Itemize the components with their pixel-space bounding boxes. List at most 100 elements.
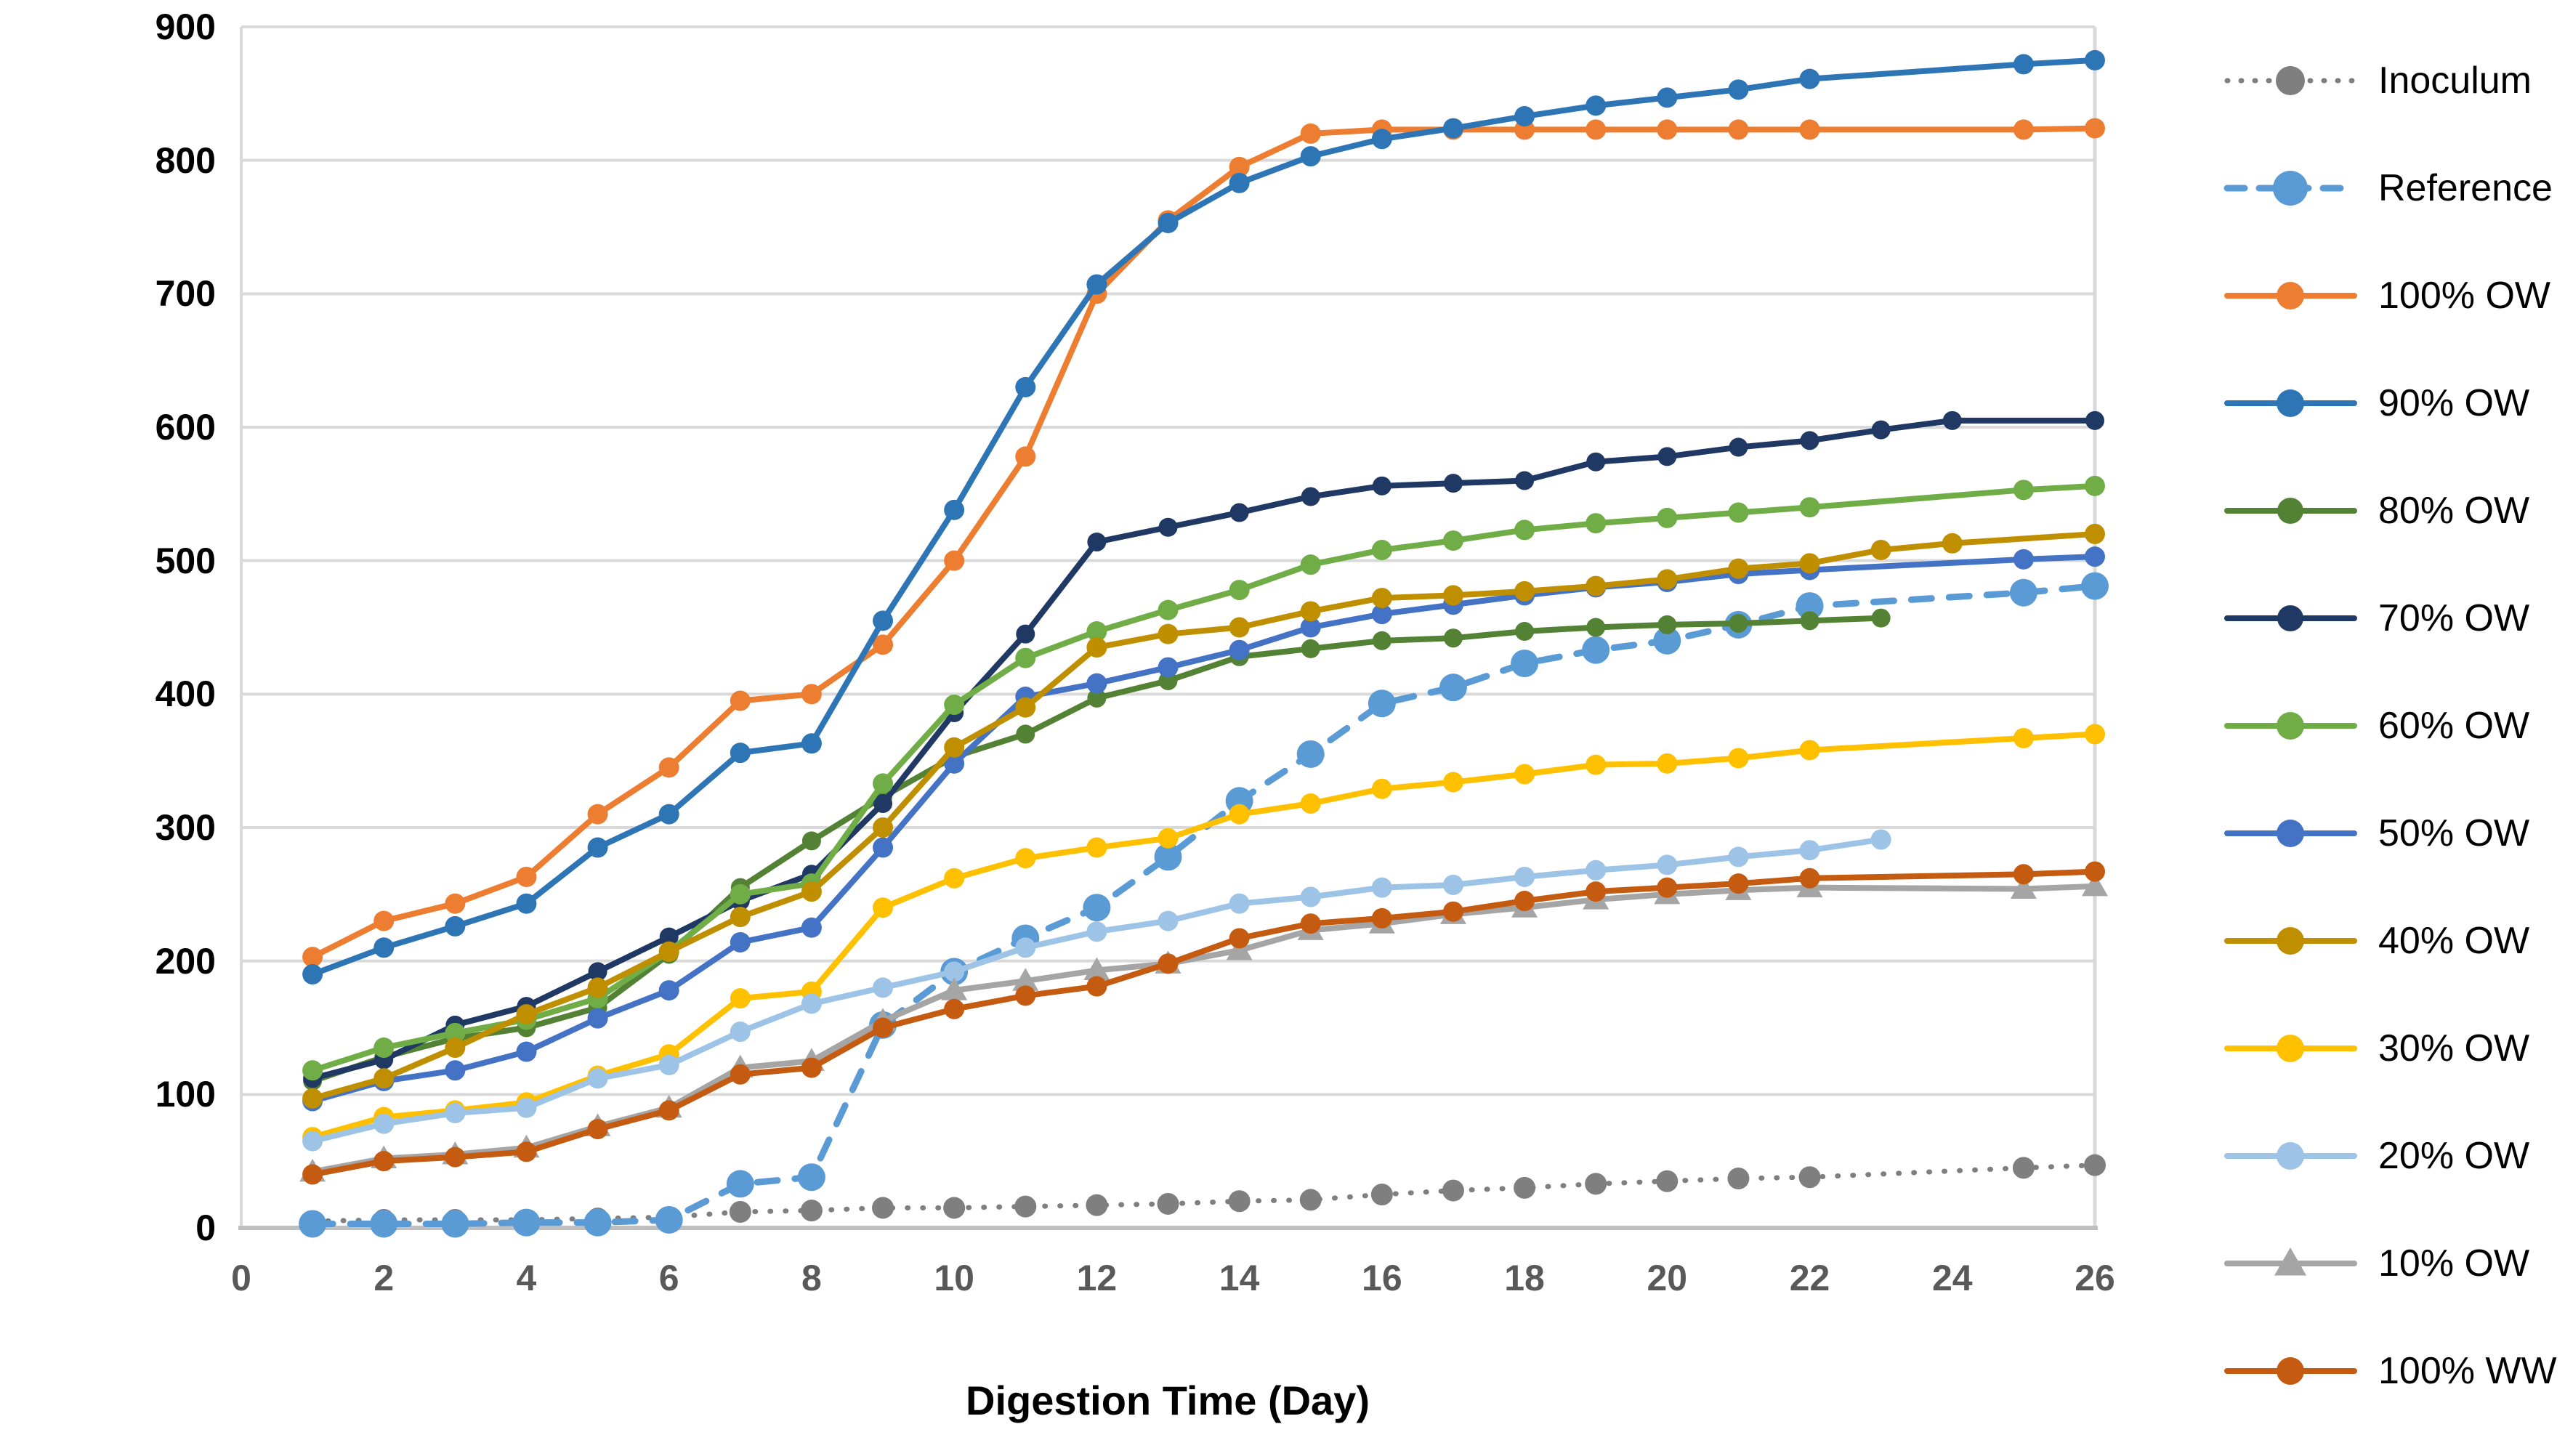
y-tick-label: 500 [155, 540, 216, 581]
legend-item-inoculum: Inoculum [2223, 59, 2532, 102]
series-marker [1799, 68, 1820, 89]
series-marker [1442, 585, 1463, 606]
series-marker [1442, 118, 1463, 139]
series-marker [2085, 861, 2105, 882]
series-marker [1728, 558, 1749, 579]
series-marker [941, 977, 968, 1000]
series-marker [1799, 497, 1820, 518]
series-line-90-ow [310, 57, 2098, 978]
series-marker [445, 1060, 466, 1081]
series-marker [1586, 513, 1607, 534]
series-marker [1653, 626, 1681, 655]
series-marker [1442, 530, 1463, 551]
series-marker [1015, 848, 1036, 869]
x-tick-label: 0 [231, 1258, 251, 1298]
series-marker [872, 1197, 894, 1219]
series-marker [1229, 617, 1250, 638]
legend-item-30-ow: 30% OW [2223, 1027, 2529, 1070]
series-marker [1014, 1195, 1037, 1218]
series-marker [1371, 588, 1392, 609]
series-marker [730, 907, 751, 928]
legend-label: 80% OW [2378, 490, 2530, 532]
series-marker [1372, 476, 1391, 496]
series-marker [587, 1008, 608, 1029]
series-marker [801, 831, 821, 851]
series-marker [1727, 1168, 1750, 1190]
series-marker [1158, 599, 1179, 620]
legend-item-80-ow: 80% OW [2223, 489, 2529, 533]
series-marker [873, 897, 894, 918]
series-marker [1086, 976, 1107, 997]
series-marker [1800, 611, 1819, 631]
series-marker [873, 634, 894, 655]
y-tick-label: 200 [155, 940, 216, 982]
series-marker [1586, 575, 1607, 596]
series-marker [655, 1205, 683, 1234]
series-marker [1015, 937, 1036, 958]
series-marker [1154, 843, 1182, 871]
series-marker [1083, 957, 1110, 981]
legend-item-40-ow: 40% OW [2223, 919, 2529, 963]
series-marker [1229, 503, 1249, 522]
series-marker [1296, 740, 1325, 768]
y-tick-label: 800 [155, 139, 216, 181]
series-marker [373, 1151, 395, 1172]
series-marker [373, 1038, 395, 1059]
series-marker [873, 977, 894, 998]
y-tick-label: 600 [155, 407, 216, 448]
series-marker [2010, 875, 2037, 899]
series-marker [1586, 452, 1606, 472]
series-marker [302, 1131, 323, 1152]
series-line-inoculum [310, 1162, 2098, 1224]
series-marker [801, 881, 822, 902]
series-marker [2085, 410, 2104, 430]
series-marker [797, 1163, 825, 1192]
series-marker [1229, 893, 1250, 914]
series-marker [873, 817, 894, 838]
series-line-100-ow [310, 125, 2098, 960]
series-marker [1442, 874, 1463, 895]
series-marker [944, 753, 965, 774]
series-marker [1586, 754, 1607, 775]
series-marker [1798, 1166, 1821, 1189]
series-marker [943, 1197, 966, 1219]
series-marker [1870, 539, 1891, 560]
series-marker [512, 1208, 541, 1237]
series-marker [1657, 507, 1678, 528]
series-marker [1514, 764, 1535, 785]
series-marker [1300, 146, 1321, 167]
series-marker [1086, 921, 1107, 942]
series-marker [1800, 431, 1819, 450]
series-marker [944, 998, 965, 1019]
legend-item-100-ww: 100% WW [2223, 1349, 2557, 1393]
series-marker [1228, 1190, 1251, 1213]
series-marker [1729, 613, 1748, 633]
series-marker [1657, 87, 1678, 108]
series-marker [1728, 79, 1749, 100]
series-marker [944, 550, 965, 571]
legend-swatch-line [2224, 1035, 2357, 1062]
series-marker [1370, 1184, 1393, 1206]
series-marker [801, 684, 822, 705]
series-marker [873, 610, 894, 631]
series-marker [445, 915, 466, 937]
series-marker [1301, 639, 1320, 658]
series-marker [658, 1100, 679, 1121]
x-axis-title: Digestion Time (Day) [966, 1378, 1370, 1423]
series-marker [944, 867, 965, 889]
legend-label: 90% OW [2378, 382, 2530, 424]
series-marker [302, 1060, 323, 1081]
series-marker [730, 988, 751, 1009]
series-marker [730, 1064, 751, 1085]
series-marker [1087, 532, 1107, 551]
legend-swatch-line [2224, 1247, 2357, 1276]
series-marker [1012, 968, 1039, 991]
series-marker [1514, 519, 1535, 541]
series-marker [730, 690, 751, 711]
legend-item-60-ow: 60% OW [2223, 704, 2529, 748]
series-marker [1300, 554, 1321, 575]
y-tick-label: 900 [155, 7, 216, 47]
series-marker [1439, 674, 1467, 702]
series-marker [658, 804, 679, 825]
series-marker [1443, 474, 1463, 493]
